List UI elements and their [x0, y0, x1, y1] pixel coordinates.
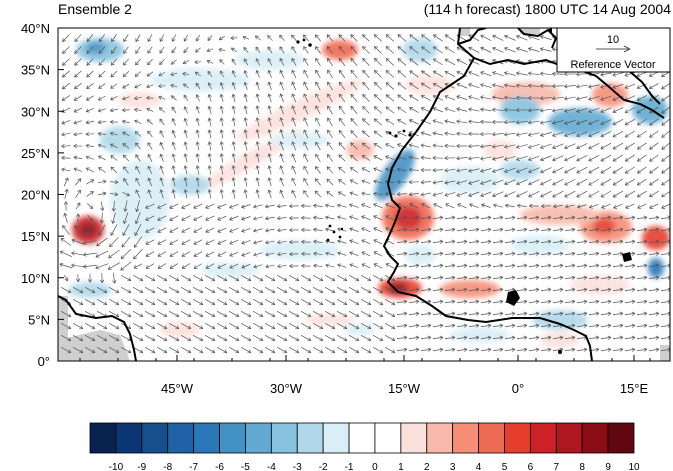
- lat-tick-label: 30°N: [21, 104, 50, 119]
- colorbar-label: -9: [137, 462, 146, 471]
- colorbar-swatch: [270, 422, 298, 454]
- colorbar-label: 10: [628, 462, 640, 471]
- colorbar-swatch: [322, 422, 350, 454]
- lat-tick-label: 25°N: [21, 146, 50, 161]
- colorbar-swatch: [504, 422, 531, 454]
- colorbar-swatch: [478, 422, 505, 454]
- colorbar-label: -8: [163, 462, 172, 471]
- latitude-axis: 40°N 35°N 30°N 25°N 20°N 15°N 10°N 5°N 0°: [21, 21, 64, 369]
- colorbar-swatch: [115, 422, 143, 454]
- lat-tick-label: 20°N: [21, 188, 50, 203]
- colorbar-label: 0: [372, 462, 378, 471]
- colorbar-swatch: [607, 422, 635, 454]
- longitude-axis: 45°W 30°W 15°W 0° 15°E: [79, 355, 651, 396]
- colorbar-swatch: [426, 422, 454, 454]
- colorbar-swatch: [581, 422, 609, 454]
- lat-tick-label: 10°N: [21, 271, 50, 286]
- colorbar-swatch: [193, 422, 220, 454]
- colorbar-label: 6: [528, 462, 534, 471]
- colorbar-swatch: [400, 422, 428, 454]
- land-corners: [58, 28, 670, 361]
- colorbar-swatch: [555, 422, 583, 454]
- colorbar-swatch: [167, 422, 195, 454]
- colorbar-swatch: [348, 422, 376, 454]
- colorbar: -10 -9 -8 -7 -6 -5 -4 -3 -2 -1 0 1 2 3 4 5 6 7 8 9 10: [89, 422, 640, 471]
- colorbar-label: 7: [554, 462, 560, 471]
- lon-tick-label: 45°W: [161, 381, 194, 396]
- islands: [296, 28, 632, 354]
- colorbar-swatch: [452, 422, 479, 454]
- lon-tick-label: 15°E: [620, 381, 649, 396]
- lat-tick-label: 5°N: [28, 312, 50, 327]
- colorbar-label: 3: [450, 462, 456, 471]
- colorbar-label: -5: [241, 462, 250, 471]
- colorbar-swatch: [219, 422, 246, 454]
- plot-title-right: (114 h forecast) 1800 UTC 14 Aug 2004: [423, 1, 671, 17]
- colorbar-swatch: [529, 422, 557, 454]
- colorbar-label: 8: [579, 462, 585, 471]
- reference-vector-label: Reference Vector: [571, 59, 656, 71]
- lat-tick-label: 40°N: [21, 21, 50, 36]
- colorbar-label: -6: [215, 462, 224, 471]
- colorbar-swatch: [89, 422, 117, 454]
- colorbar-swatch: [245, 422, 272, 454]
- lon-tick-label: 15°W: [388, 381, 421, 396]
- lon-tick-label: 30°W: [270, 381, 303, 396]
- reference-vector-value: 10: [607, 34, 619, 46]
- colorbar-label: -4: [267, 462, 276, 471]
- lat-tick-label: 35°N: [21, 63, 50, 78]
- colorbar-label: 2: [424, 462, 430, 471]
- wind-vector-field: [59, 34, 670, 354]
- colorbar-label: 4: [476, 462, 482, 471]
- colorbar-swatch: [296, 422, 324, 454]
- reference-vector-legend: 10 Reference Vector: [556, 27, 671, 73]
- colorbar-swatch: [374, 422, 402, 454]
- colorbar-swatch: [141, 422, 169, 454]
- lon-tick-label: 0°: [512, 381, 524, 396]
- plot-title-left: Ensemble 2: [58, 1, 132, 17]
- colorbar-label: -10: [109, 462, 124, 471]
- colorbar-label: 1: [398, 462, 404, 471]
- colorbar-label: -1: [345, 462, 354, 471]
- colorbar-label: 5: [502, 462, 508, 471]
- lat-tick-label: 15°N: [21, 229, 50, 244]
- colorbar-label: -3: [293, 462, 302, 471]
- colorbar-label: 9: [605, 462, 611, 471]
- colorbar-label: -7: [189, 462, 198, 471]
- colorbar-label: -2: [319, 462, 328, 471]
- lat-tick-label: 0°: [38, 354, 50, 369]
